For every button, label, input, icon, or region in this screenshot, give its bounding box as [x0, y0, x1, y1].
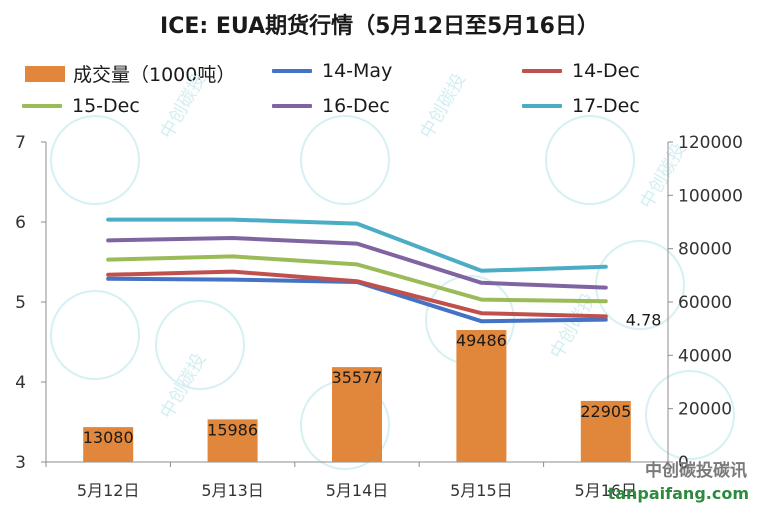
legend-row-1: 成交量（1000吨） 14-May 14-Dec	[0, 60, 759, 86]
watermark-circle-8	[645, 370, 735, 460]
legend-item-17-dec: 17-Dec	[522, 95, 640, 117]
series-line-15-dec	[106, 254, 608, 304]
x-tick-label: 5月15日	[450, 481, 513, 500]
x-tick-label: 5月12日	[77, 481, 140, 500]
legend-item-15-dec: 15-Dec	[22, 95, 140, 117]
legend-label-14-may: 14-May	[322, 60, 393, 82]
watermark-circle-4	[155, 300, 245, 390]
legend-label-14-dec: 14-Dec	[572, 60, 640, 82]
volume-bar-label: 49486	[456, 331, 507, 350]
x-tick-label: 5月13日	[201, 481, 264, 500]
right-tick-label: 100000	[678, 186, 743, 206]
watermark-url: tanpaifang.com	[607, 484, 749, 503]
legend-label-volume: 成交量（1000吨）	[73, 64, 236, 86]
legend-item-14-may: 14-May	[272, 60, 392, 82]
legend-swatch-17-dec	[522, 104, 562, 108]
legend-item-14-dec: 14-Dec	[522, 60, 640, 82]
legend-label-16-dec: 16-Dec	[322, 95, 390, 117]
watermark-text-3: 中创碳投	[156, 350, 210, 423]
legend-swatch-16-dec	[272, 104, 312, 108]
x-tick-label: 5月14日	[326, 481, 389, 500]
left-tick-label: 7	[15, 133, 26, 153]
left-tick-label: 3	[15, 453, 26, 473]
chart-title: ICE: EUA期货行情（5月12日至5月16日）	[160, 14, 599, 39]
left-tick-label: 5	[15, 293, 26, 313]
volume-bar	[83, 427, 134, 462]
right-tick-label: 40000	[678, 346, 732, 366]
price-annotation: 4.78	[626, 311, 662, 330]
watermark-circle-1	[300, 115, 390, 205]
series-line-16-dec	[106, 236, 608, 290]
legend-row-2: 15-Dec 16-Dec 17-Dec	[0, 95, 759, 121]
left-tick-label: 6	[15, 213, 26, 233]
legend-swatch-volume	[25, 65, 65, 82]
legend-swatch-14-may	[272, 69, 312, 73]
watermark-circle-3	[50, 290, 140, 380]
right-tick-label: 80000	[678, 240, 732, 260]
legend-label-15-dec: 15-Dec	[72, 95, 140, 117]
watermark-text-1: 中创碳投	[416, 70, 470, 143]
watermark-text-0: 中创碳投	[156, 70, 210, 143]
legend-label-17-dec: 17-Dec	[572, 95, 640, 117]
watermark-circle-2	[545, 115, 635, 205]
watermark-logo-text: 中创碳投碳讯	[645, 461, 747, 481]
left-tick-label: 4	[15, 373, 26, 393]
series-line-14-dec	[106, 269, 608, 319]
volume-bar	[207, 419, 258, 462]
series-line-17-dec	[106, 217, 608, 273]
legend-swatch-15-dec	[22, 104, 62, 108]
x-tick-label: 5月16日	[575, 481, 638, 500]
volume-bar	[456, 330, 507, 462]
right-tick-label: 20000	[678, 400, 732, 420]
legend-swatch-14-dec	[522, 69, 562, 73]
right-tick-label: 60000	[678, 293, 732, 313]
volume-bar-label: 15986	[207, 420, 258, 439]
volume-bar-label: 13080	[83, 428, 134, 447]
volume-bar	[580, 400, 631, 462]
legend-item-16-dec: 16-Dec	[272, 95, 390, 117]
volume-bar	[332, 367, 382, 462]
volume-bar-label: 22905	[580, 402, 631, 421]
right-tick-label: 120000	[678, 133, 743, 153]
volume-bar-label: 35577	[332, 368, 383, 387]
legend-item-volume: 成交量（1000吨）	[25, 60, 235, 87]
right-tick-label: 0	[678, 453, 689, 473]
watermark-circle-0	[50, 115, 140, 205]
watermark-circle-7	[595, 240, 685, 330]
